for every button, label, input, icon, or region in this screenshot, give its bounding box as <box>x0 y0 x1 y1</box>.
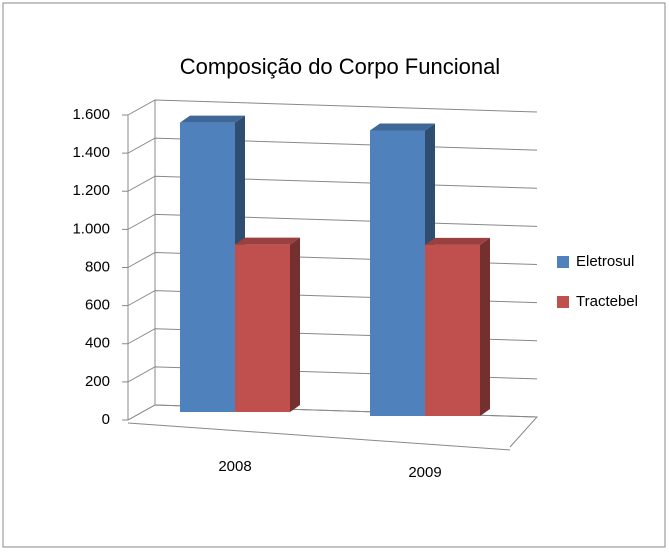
bar-top <box>180 115 245 123</box>
x-axis <box>127 422 511 451</box>
y-tick-label: 0 <box>102 411 110 428</box>
y-tick-label: 200 <box>85 373 110 390</box>
chart-border <box>2 2 666 548</box>
legend-label: Tractebel <box>576 293 638 310</box>
bar-side <box>290 237 300 412</box>
legend-label: Eletrosul <box>576 253 634 270</box>
x-tick-label: 2009 <box>408 464 441 481</box>
bar-top <box>425 237 490 245</box>
x-tick-label: 2008 <box>218 458 251 475</box>
bar <box>180 122 235 412</box>
y-tick-label: 600 <box>85 297 110 314</box>
bar-top <box>370 123 435 131</box>
bar <box>235 244 290 412</box>
bar <box>370 130 425 416</box>
y-tick-label: 1.000 <box>72 220 110 237</box>
y-tick-label: 1.200 <box>72 182 110 199</box>
grid-line <box>127 99 538 116</box>
bar-top <box>235 237 300 245</box>
legend-swatch <box>557 256 569 268</box>
y-tick-label: 1.400 <box>72 144 110 161</box>
chart-title: Composição do Corpo Funcional <box>180 54 500 79</box>
bar <box>425 244 480 416</box>
y-tick-label: 400 <box>85 335 110 352</box>
y-tick-label: 1.600 <box>72 106 110 123</box>
bar-side <box>480 237 490 416</box>
legend-swatch <box>557 296 569 308</box>
y-tick-label: 800 <box>85 258 110 275</box>
